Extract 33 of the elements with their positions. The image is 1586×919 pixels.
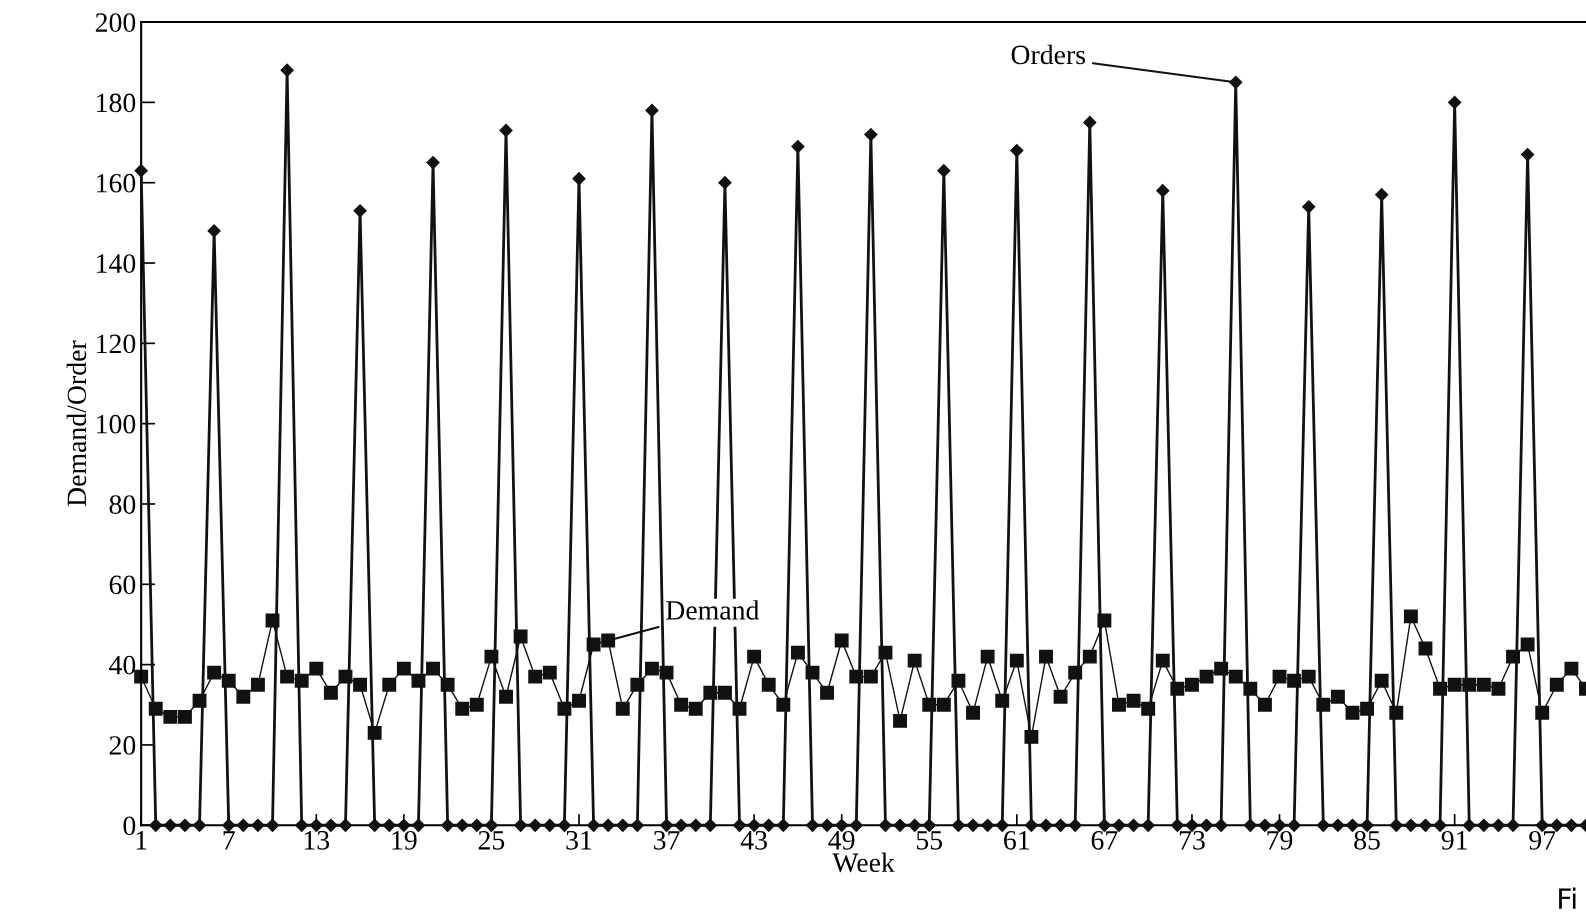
y-tick-label: 140 [97,254,136,273]
x-tick-label: 31 [566,831,592,850]
x-tick-label: 19 [392,831,417,850]
y-tick-label: 80 [109,495,136,514]
y-axis-title: Demand/Order [66,340,87,507]
x-tick-label: 97 [1529,831,1556,850]
text: Fi [1559,887,1576,909]
annotation: Demand [666,600,760,620]
y-tick-label: 180 [97,93,136,113]
y-tick-label: 20 [109,736,136,755]
y-tick-label: 60 [109,575,136,595]
x-tick-label: 67 [1091,831,1118,850]
x-tick-label: 73 [1179,831,1205,850]
y-tick-label: 160 [97,173,136,193]
y-tick-label: 100 [97,414,136,434]
x-tick-label: 91 [1441,831,1467,850]
y-tick-label: 40 [109,655,136,675]
x-tick-label: 49 [828,831,855,850]
y-tick-label: 200 [95,13,136,32]
y-tick-label: 120 [97,334,136,354]
x-tick-label: 25 [478,831,505,850]
x-tick-label: 79 [1267,831,1293,850]
x-tick-label: 55 [916,831,943,850]
y-tick-label: 0 [123,816,136,836]
x-tick-label: 1 [136,831,147,850]
x-tick-label: 13 [304,831,330,850]
annotation: Orders [1011,44,1086,65]
x-tick-label: 7 [223,831,235,850]
x-axis-title: Week [832,852,895,873]
x-tick-label: 85 [1354,830,1380,850]
x-tick-label: 43 [740,831,767,850]
x-tick-label: 37 [653,831,680,850]
x-tick-label: 61 [1004,831,1030,850]
